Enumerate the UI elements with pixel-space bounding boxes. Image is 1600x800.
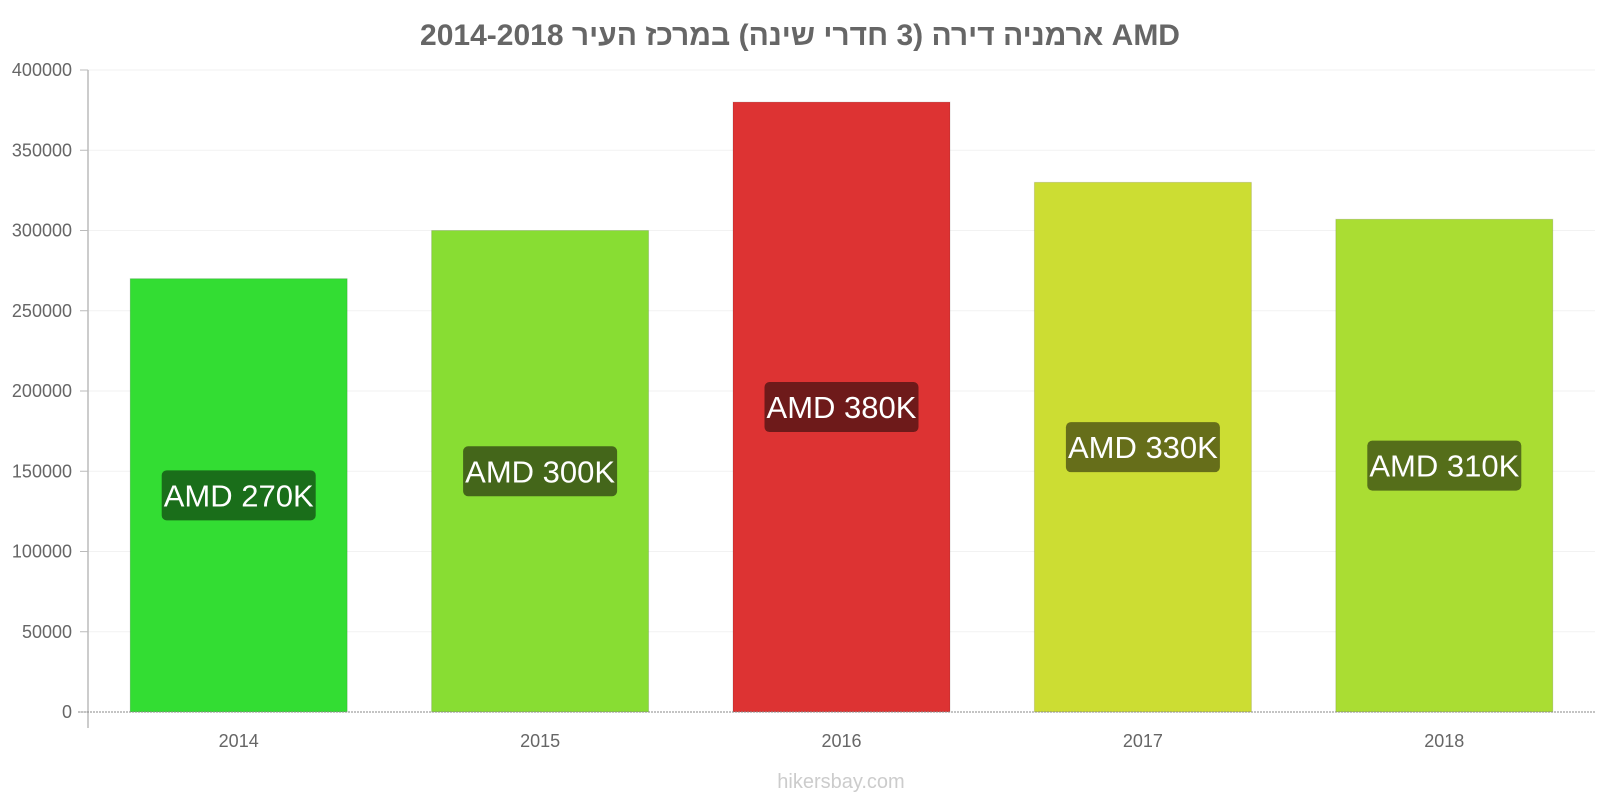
- data-label-bg: [764, 382, 919, 433]
- x-tick-label: 2015: [520, 731, 560, 751]
- data-label-bg: [161, 470, 316, 521]
- y-tick-label: 50000: [22, 622, 72, 642]
- y-tick-label: 150000: [12, 461, 72, 481]
- data-label: AMD 270K: [164, 478, 314, 513]
- data-label: AMD 330K: [1068, 430, 1218, 465]
- y-axis-ticks: 0 50000 100000 150000 200000 250000 300000 3500…: [12, 60, 88, 722]
- x-tick-label: 2016: [821, 731, 861, 751]
- chart-title: ארמניה דירה (3 חדרי שינה) במרכז העיר 201…: [420, 19, 1180, 52]
- x-tick-label: 2018: [1424, 731, 1464, 751]
- data-labels: AMD 270K AMD 300K AMD 380K AMD 330K AMD 310K: [161, 382, 1522, 521]
- y-tick-label: 0: [62, 702, 72, 722]
- y-tick-label: 250000: [12, 301, 72, 321]
- data-label-bg: [1065, 422, 1220, 473]
- y-tick-label: 350000: [12, 140, 72, 160]
- x-tick-label: 2014: [219, 731, 259, 751]
- data-label: AMD 310K: [1369, 449, 1519, 484]
- x-axis-ticks: 2014 2015 2016 2017 2018: [219, 731, 1465, 751]
- data-label: AMD 380K: [767, 390, 917, 425]
- y-tick-label: 400000: [12, 60, 72, 80]
- data-label-bg: [1367, 440, 1522, 491]
- data-label: AMD 300K: [465, 454, 615, 489]
- y-tick-label: 300000: [12, 221, 72, 241]
- x-tick-label: 2017: [1123, 731, 1163, 751]
- y-tick-label: 100000: [12, 542, 72, 562]
- data-label-bg: [463, 446, 618, 497]
- y-tick-label: 200000: [12, 381, 72, 401]
- watermark: hikersbay.com: [777, 771, 904, 793]
